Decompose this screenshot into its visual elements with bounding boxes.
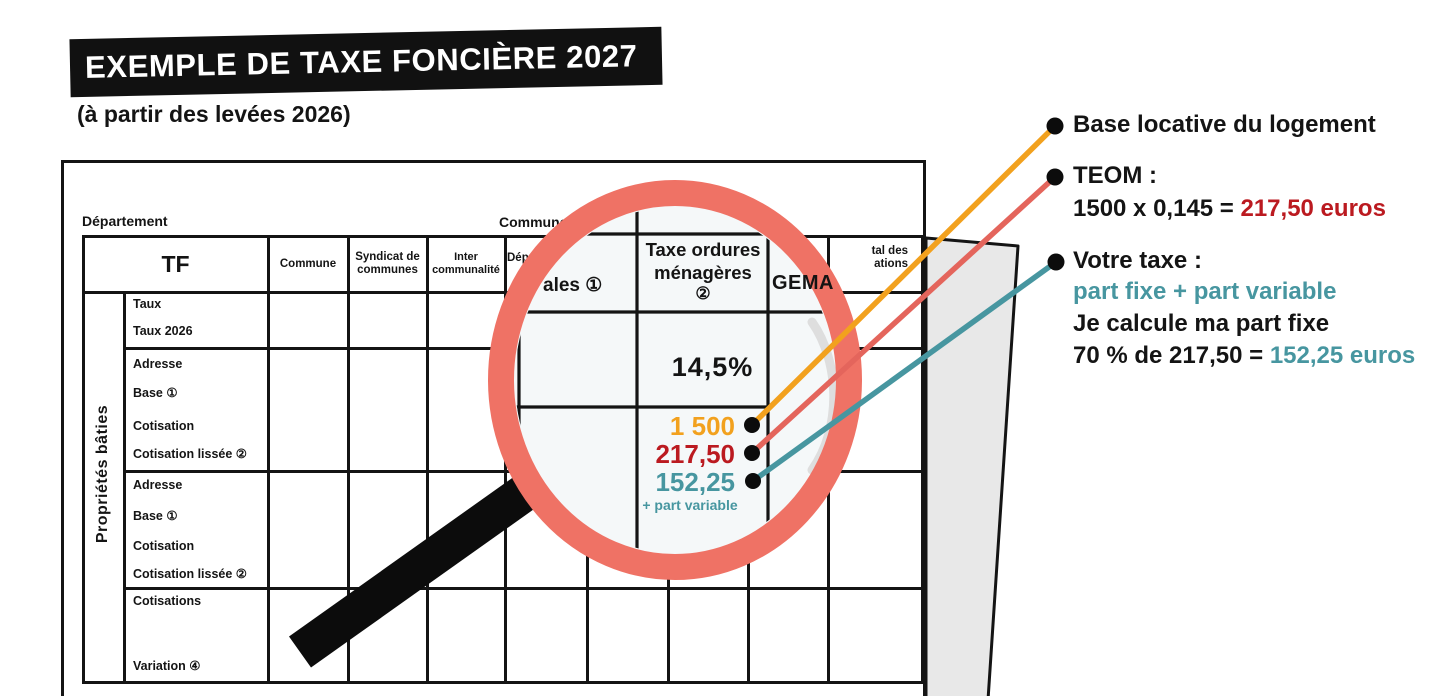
page-title: EXEMPLE DE TAXE FONCIÈRE 2027 bbox=[84, 38, 638, 85]
paper-side-flap bbox=[924, 236, 1020, 696]
lens-col-header-taxe-ordures: Taxe ordures ménagères ② bbox=[639, 238, 767, 304]
lens-teom-value: 217,50 bbox=[655, 439, 735, 469]
lens-base-locative-value: 1 500 bbox=[669, 411, 735, 441]
magnifier-handle bbox=[288, 462, 557, 668]
row-label-cotisations: Cotisations bbox=[133, 594, 202, 608]
magnifier-ring bbox=[488, 180, 862, 580]
col-header-total-line1: tal des bbox=[871, 245, 908, 257]
col-header-commune: Commune bbox=[279, 258, 337, 270]
lens-area bbox=[513, 205, 837, 555]
row-label-cotisation-1: Cotisation bbox=[133, 419, 195, 433]
annotation-votre-taxe-label: Votre taxe : bbox=[1073, 247, 1202, 274]
row-label-adresse-1: Adresse bbox=[133, 357, 183, 371]
col-header-total-line2: ations bbox=[874, 258, 908, 270]
connector-line-base-locative bbox=[749, 123, 1058, 428]
row-label-base-1: Base ① bbox=[133, 386, 178, 400]
col-header-intercommunalite: Inter communalité bbox=[432, 251, 500, 276]
annotation-votre-taxe-formula: 70 % de 217,50 = 152,25 euros bbox=[1073, 342, 1415, 370]
row-label-taux-2026: Taux 2026 bbox=[133, 324, 193, 338]
connector-line-votre-taxe bbox=[750, 259, 1059, 484]
votre-taxe-formula-black: 70 % de 217,50 = bbox=[1073, 342, 1270, 369]
dept-corner-label: Département bbox=[82, 213, 168, 229]
annotation-teom-formula: 1500 x 0,145 = 217,50 euros bbox=[1073, 195, 1386, 223]
lens-part-fixe-value: 152,25 bbox=[655, 467, 735, 497]
row-label-adresse-2: Adresse bbox=[133, 478, 183, 492]
lens-tom-line3: ② bbox=[695, 284, 711, 303]
title-banner: EXEMPLE DE TAXE FONCIÈRE 2027 bbox=[69, 26, 663, 98]
lens-part-variable-note: + part variable bbox=[642, 497, 738, 513]
teom-formula-result: 217,50 euros bbox=[1240, 195, 1386, 222]
col-header-tf: TF bbox=[161, 250, 190, 277]
lens-col-header-gemapi-partial: GEMA bbox=[772, 272, 834, 294]
annotation-teom-label: TEOM : bbox=[1073, 162, 1157, 189]
votre-taxe-formula-result: 152,25 euros bbox=[1269, 342, 1416, 369]
lens-tom-line2: ménagères bbox=[654, 262, 752, 283]
row-label-taux: Taux bbox=[133, 297, 162, 311]
annotation-votre-taxe-line2: Je calcule ma part fixe bbox=[1073, 310, 1330, 337]
row-label-variation: Variation ④ bbox=[133, 659, 201, 673]
annotation-votre-taxe-parts: part fixe + part variable bbox=[1073, 278, 1337, 305]
teom-formula-black: 1500 x 0,145 = bbox=[1073, 195, 1241, 222]
row-label-base-2: Base ① bbox=[133, 509, 178, 523]
row-label-cotisation-2: Cotisation bbox=[133, 539, 195, 553]
row-label-cotisation-lissee-2: Cotisation lissée ② bbox=[133, 567, 248, 581]
lens-col-header-partial: ales ① bbox=[543, 275, 603, 296]
lens-taux-value: 14,5% bbox=[671, 352, 754, 382]
annotation-base-locative: Base locative du logement bbox=[1073, 111, 1376, 138]
col-header-total-partial: tal des ations bbox=[836, 245, 908, 271]
page-subtitle: (à partir des levées 2026) bbox=[77, 101, 351, 127]
col-header-syndicat: Syndicat de communes bbox=[355, 251, 420, 276]
lens-tom-line1: Taxe ordures bbox=[645, 239, 761, 260]
connector-line-teom bbox=[749, 174, 1058, 456]
commune-corner-label: Commune bbox=[499, 214, 568, 230]
row-label-cotisation-lissee-1: Cotisation lissée ② bbox=[133, 447, 248, 461]
connector-dots bbox=[744, 117, 1065, 489]
